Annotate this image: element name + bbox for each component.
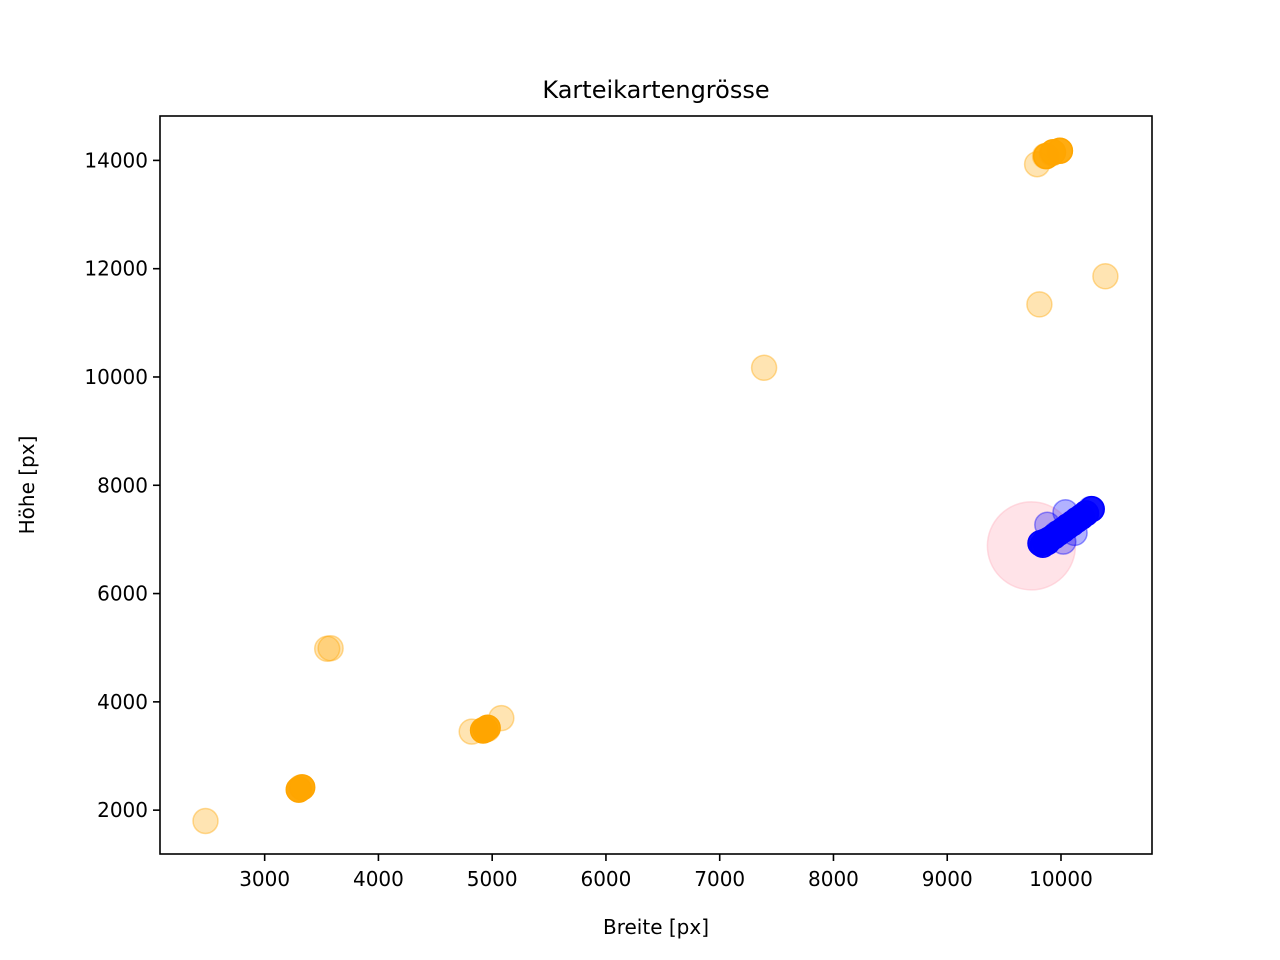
x-tick-label: 9000: [922, 867, 973, 891]
x-tick-label: 8000: [808, 867, 859, 891]
y-tick-label: 12000: [84, 257, 148, 281]
scatter-point: [313, 635, 341, 663]
scatter-point: [288, 774, 316, 801]
x-tick-label: 10000: [1029, 867, 1093, 891]
scatter-point: [1078, 495, 1105, 523]
scatter-point: [1034, 528, 1061, 556]
y-axis-label: Höhe [px]: [15, 436, 39, 535]
scatter-point: [472, 716, 499, 743]
y-tick-label: 10000: [84, 365, 148, 389]
scatter-point: [1092, 263, 1119, 290]
y-tick-label: 6000: [97, 582, 148, 606]
x-tick-label: 6000: [580, 867, 631, 891]
x-tick-label: 7000: [694, 867, 745, 891]
x-axis-label: Breite [px]: [603, 915, 709, 939]
scatter-point: [317, 634, 344, 662]
data-points: [192, 137, 1119, 835]
scatter-point: [1026, 291, 1053, 318]
scatter-point: [192, 807, 219, 835]
scatter-point: [750, 354, 778, 382]
chart-title: Karteikartengrösse: [542, 76, 769, 104]
scatter-point: [1046, 137, 1074, 164]
x-tick-label: 5000: [467, 867, 518, 891]
y-tick-label: 8000: [97, 473, 148, 497]
y-tick-label: 14000: [84, 148, 148, 172]
y-tick-label: 2000: [97, 798, 148, 822]
x-tick-label: 3000: [239, 867, 290, 891]
x-axis-ticks: 3000 4000 5000 6000 7000 8000 9000 10000: [239, 854, 1093, 891]
x-tick-label: 4000: [353, 867, 404, 891]
y-axis-ticks: 2000 4000 6000 8000 10000 12000 14000: [84, 148, 160, 822]
y-tick-label: 4000: [97, 690, 148, 714]
